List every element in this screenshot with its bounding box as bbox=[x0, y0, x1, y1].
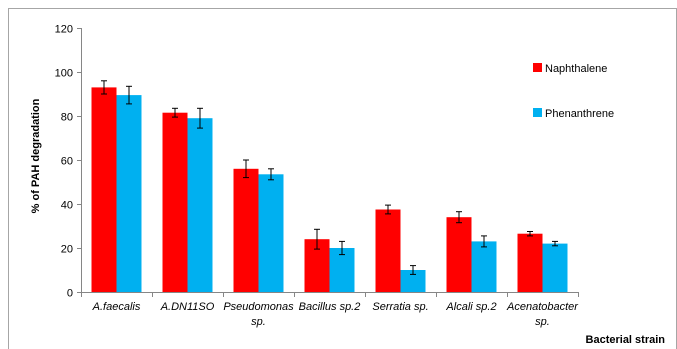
bar-phenanthrene bbox=[258, 174, 284, 292]
bar-phenanthrene bbox=[542, 243, 568, 292]
bar-phenanthrene bbox=[116, 95, 142, 292]
legend-label-naphthalene: Naphthalene bbox=[545, 63, 607, 75]
y-tick-label: 0 bbox=[67, 288, 73, 300]
y-axis: 0 20 40 60 80 100 120 bbox=[55, 24, 82, 300]
legend-swatch-phenanthrene bbox=[533, 108, 542, 117]
x-axis: A.faecalis A.DN11SO Pseudomonas sp. Bacillus… bbox=[81, 292, 579, 328]
y-tick-label: 80 bbox=[61, 112, 73, 124]
bar-naphthalene bbox=[517, 233, 543, 292]
x-category-label: sp. bbox=[535, 316, 550, 328]
y-tick-label: 20 bbox=[61, 244, 73, 256]
x-axis-label: Bacterial strain bbox=[586, 334, 666, 346]
bar-naphthalene bbox=[91, 87, 117, 293]
y-tick-label: 60 bbox=[61, 156, 73, 168]
x-category-label: A.faecalis bbox=[92, 301, 141, 313]
x-category-label: Alcali sp.2 bbox=[445, 301, 496, 313]
legend-label-phenanthrene: Phenanthrene bbox=[545, 108, 614, 120]
legend-swatch-naphthalene bbox=[533, 63, 542, 72]
y-tick-label: 120 bbox=[55, 24, 73, 36]
bar-naphthalene bbox=[375, 209, 401, 292]
bar-naphthalene bbox=[162, 112, 188, 292]
bar-phenanthrene bbox=[400, 270, 426, 292]
bar-phenanthrene bbox=[471, 241, 497, 292]
x-category-label: Pseudomonas bbox=[223, 301, 294, 313]
x-category-label: sp. bbox=[251, 316, 266, 328]
x-category-label: Acenatobacter bbox=[506, 301, 579, 313]
bar-naphthalene bbox=[233, 168, 259, 292]
bar-naphthalene bbox=[446, 217, 472, 292]
y-tick-label: 40 bbox=[61, 200, 73, 212]
bar-phenanthrene bbox=[187, 118, 213, 292]
x-category-label: Serratia sp. bbox=[372, 301, 428, 313]
x-category-label: Bacillus sp.2 bbox=[299, 301, 361, 313]
y-tick-label: 100 bbox=[55, 68, 73, 80]
bar-phenanthrene bbox=[329, 248, 355, 292]
error-bars bbox=[101, 80, 558, 275]
y-axis-label: % of PAH degradation bbox=[30, 98, 42, 213]
bars bbox=[91, 87, 568, 293]
legend: Naphthalene Phenanthrene bbox=[533, 63, 614, 120]
x-category-label: A.DN11SO bbox=[160, 301, 215, 313]
